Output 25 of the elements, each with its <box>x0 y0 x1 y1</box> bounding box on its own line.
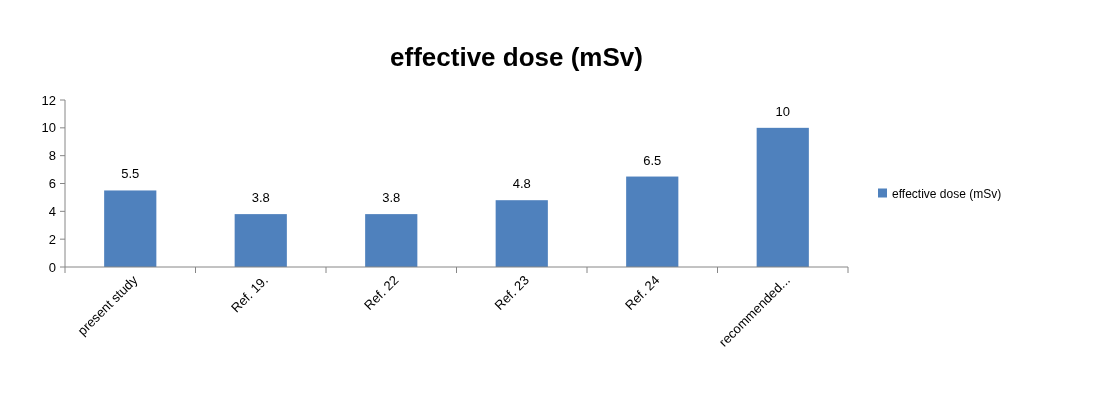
y-tick-label: 12 <box>41 92 56 108</box>
chart-title: effective dose (mSv) <box>390 42 643 72</box>
data-label: 5.5 <box>121 166 140 182</box>
bar <box>495 200 548 267</box>
y-tick-label: 8 <box>48 148 56 164</box>
x-tick-label: Ref. 22 <box>361 272 402 313</box>
bar <box>626 176 679 267</box>
bar <box>234 214 287 267</box>
y-tick-label: 2 <box>48 231 56 247</box>
x-tick-label: Ref. 19. <box>228 272 271 316</box>
data-label: 10 <box>775 103 790 119</box>
legend-label: effective dose (mSv) <box>892 186 1002 201</box>
y-tick-label: 10 <box>41 120 56 136</box>
y-tick-label: 6 <box>48 176 56 192</box>
data-label: 3.8 <box>251 190 270 206</box>
data-label: 4.8 <box>512 176 531 192</box>
bar <box>104 190 157 267</box>
data-label: 6.5 <box>643 152 662 168</box>
x-tick-label: Ref. 23 <box>491 272 532 313</box>
bar <box>756 127 809 267</box>
y-tick-label: 4 <box>48 203 56 219</box>
data-label: 3.8 <box>382 190 401 206</box>
x-tick-label: Ref. 24 <box>622 272 663 313</box>
bar <box>365 214 418 267</box>
y-tick-label: 0 <box>48 259 56 275</box>
